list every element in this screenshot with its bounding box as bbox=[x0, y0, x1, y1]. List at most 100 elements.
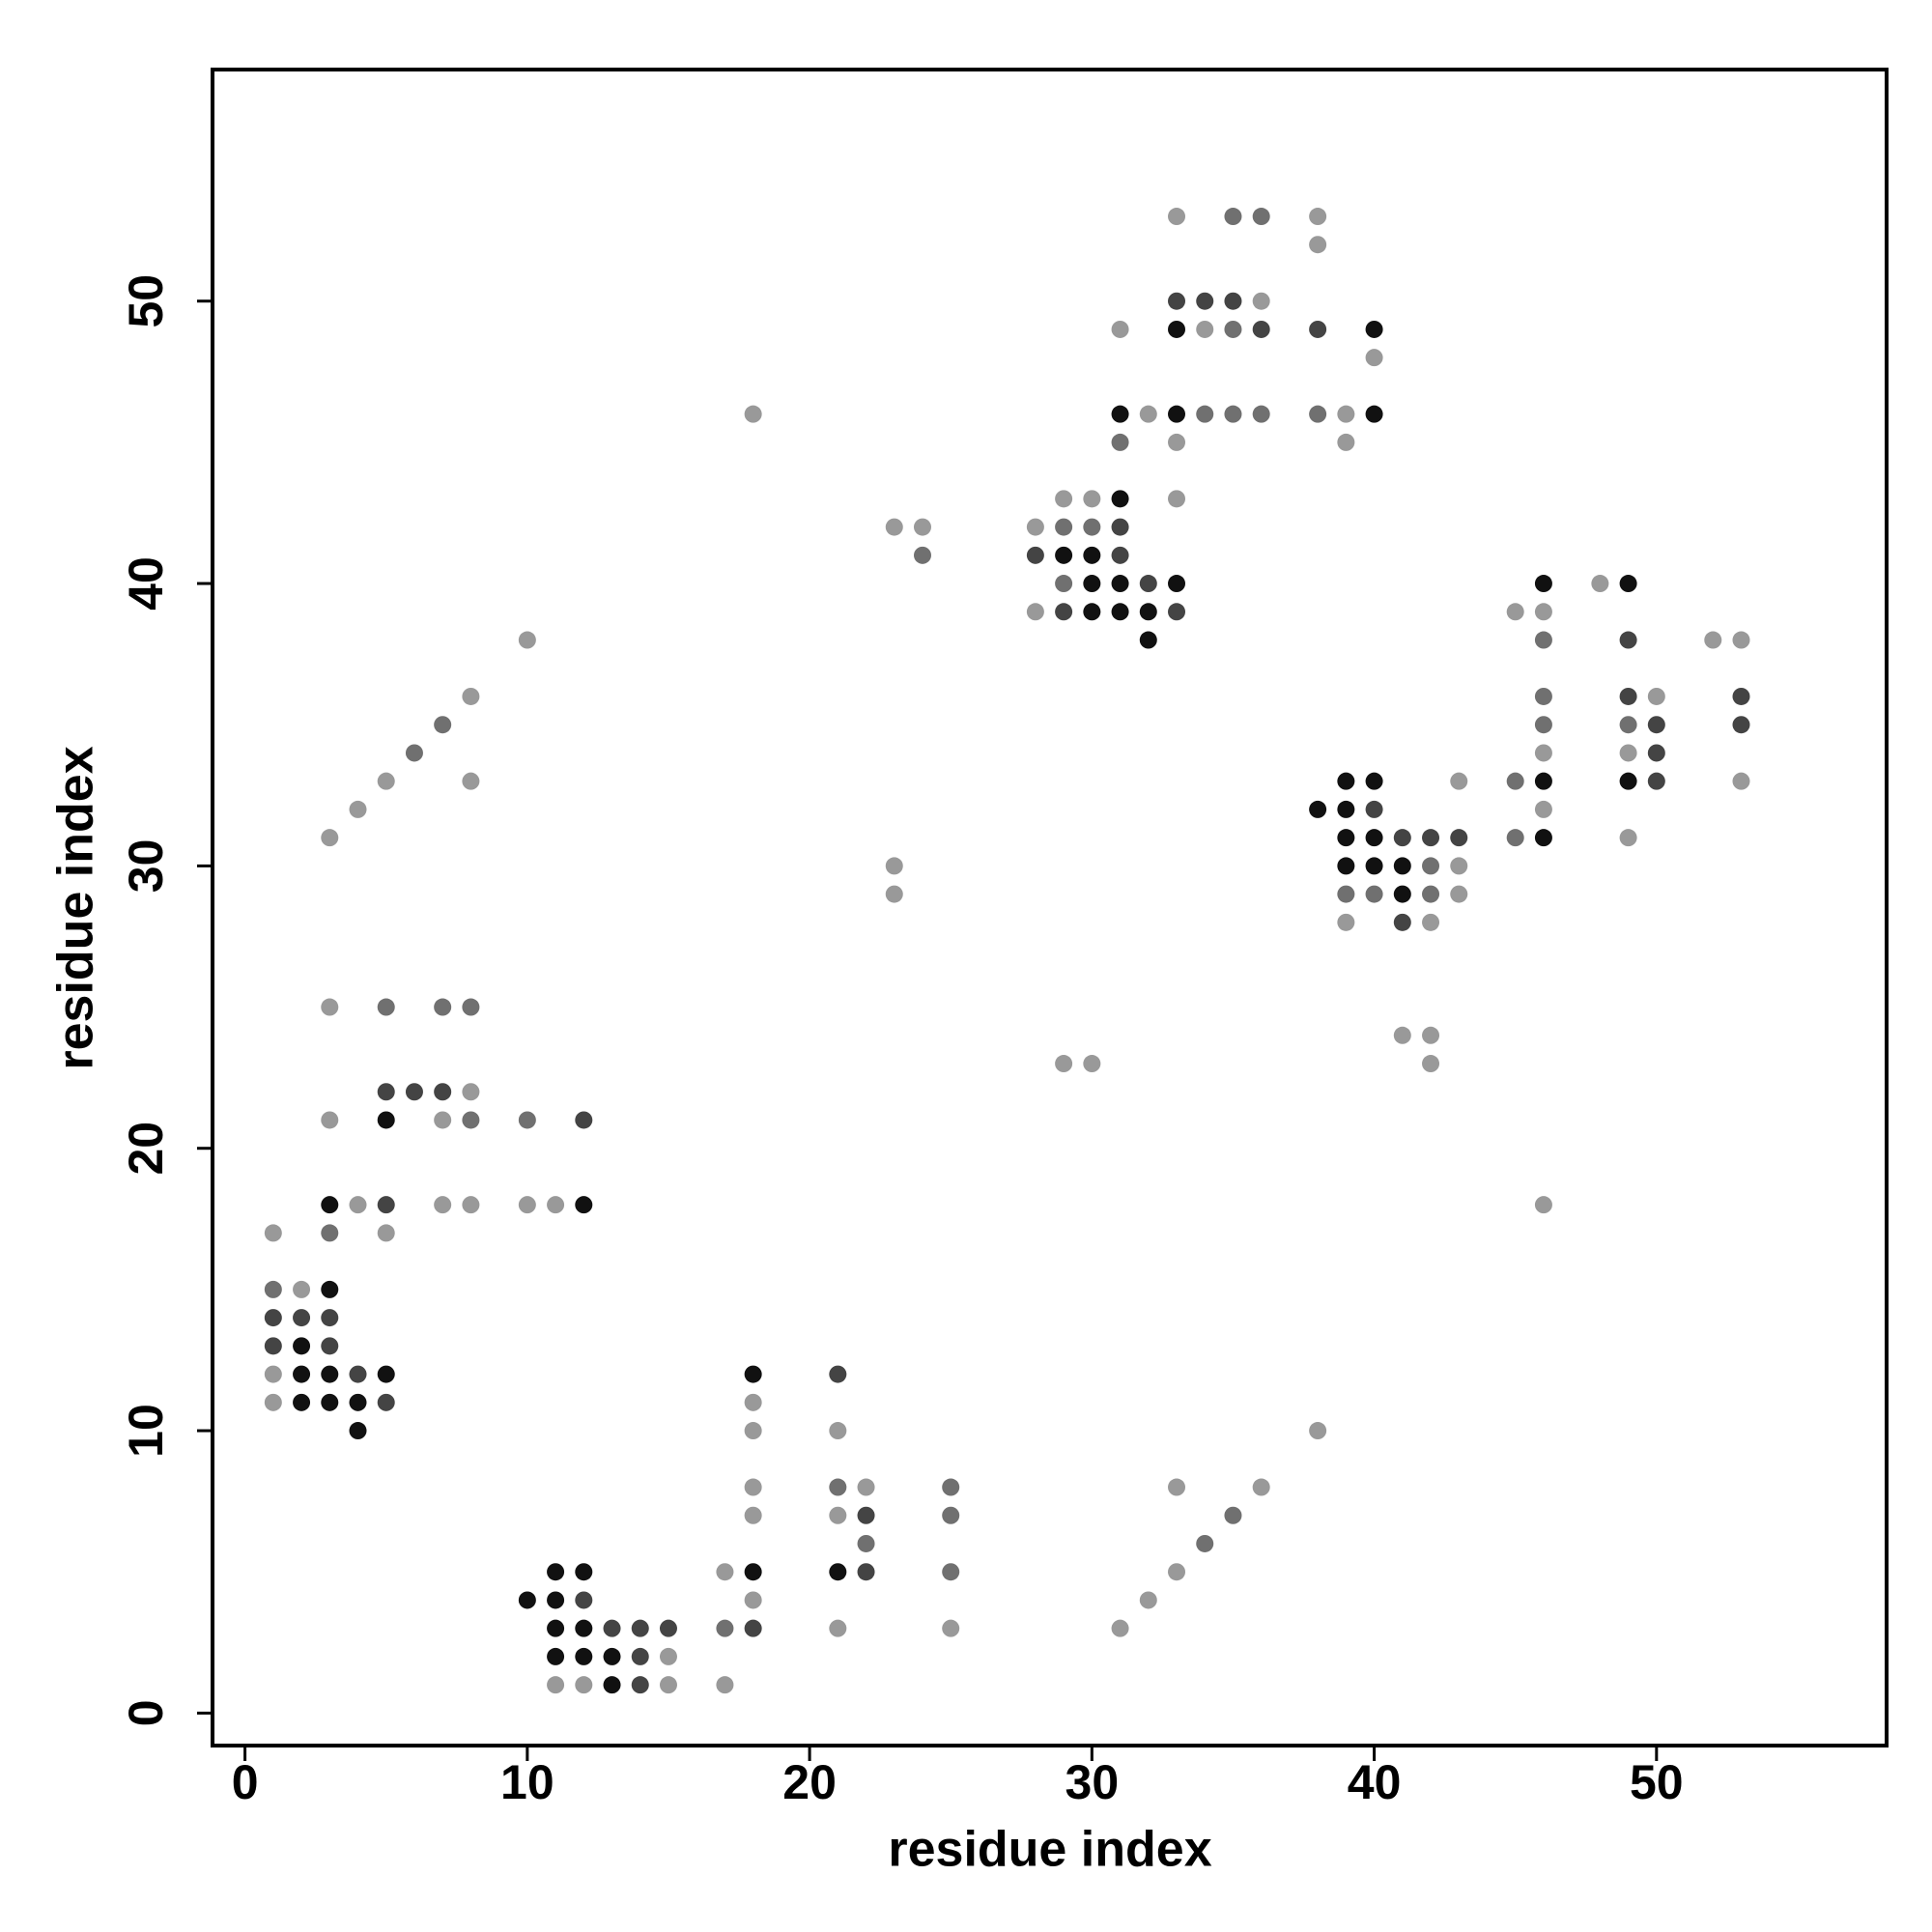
contact-point bbox=[264, 1337, 282, 1355]
contact-point bbox=[1196, 320, 1214, 338]
contact-point bbox=[1224, 208, 1242, 226]
contact-point bbox=[1365, 405, 1383, 423]
contact-point bbox=[575, 1619, 593, 1637]
contact-point bbox=[1168, 575, 1186, 593]
contact-point bbox=[518, 631, 536, 649]
contact-point bbox=[1534, 631, 1552, 649]
contact-point bbox=[377, 1224, 395, 1242]
contact-point bbox=[744, 1422, 762, 1440]
contact-point bbox=[1422, 1055, 1440, 1073]
contact-point bbox=[1168, 1478, 1186, 1496]
contact-point bbox=[1224, 320, 1242, 338]
contact-point bbox=[1450, 829, 1468, 847]
contact-point bbox=[1111, 575, 1129, 593]
contact-point bbox=[1337, 405, 1355, 423]
x-tick-label: 40 bbox=[1348, 1755, 1402, 1809]
contact-point bbox=[913, 546, 931, 564]
contact-point bbox=[1732, 716, 1750, 734]
contact-point bbox=[1168, 490, 1186, 508]
contact-point bbox=[321, 1365, 339, 1383]
contact-point bbox=[1168, 320, 1186, 338]
contact-point bbox=[1422, 829, 1440, 847]
y-tick-label: 40 bbox=[119, 556, 173, 611]
contact-point bbox=[1055, 575, 1073, 593]
contact-point bbox=[293, 1337, 311, 1355]
contact-point bbox=[321, 1280, 339, 1298]
contact-point bbox=[1026, 518, 1044, 536]
contact-point bbox=[631, 1647, 649, 1665]
contact-point bbox=[1139, 603, 1157, 621]
contact-point bbox=[547, 1647, 565, 1665]
contact-point bbox=[1252, 292, 1270, 310]
contact-point bbox=[377, 1196, 395, 1214]
contact-point bbox=[349, 800, 367, 818]
contact-point bbox=[1252, 405, 1270, 423]
contact-point bbox=[1534, 744, 1552, 762]
contact-point bbox=[659, 1647, 677, 1665]
contact-point bbox=[1139, 405, 1157, 423]
contact-point bbox=[518, 1591, 536, 1609]
contact-point bbox=[1534, 716, 1552, 734]
y-tick-label: 30 bbox=[119, 839, 173, 894]
contact-point bbox=[264, 1309, 282, 1327]
contact-point bbox=[885, 885, 903, 903]
contact-point bbox=[547, 1591, 565, 1609]
y-tick-label: 10 bbox=[119, 1404, 173, 1458]
contact-point bbox=[1224, 292, 1242, 310]
contact-point bbox=[349, 1365, 367, 1383]
contact-point bbox=[942, 1478, 960, 1496]
contact-point bbox=[1337, 772, 1355, 790]
contact-point bbox=[1026, 546, 1044, 564]
contact-point bbox=[405, 1083, 423, 1101]
contact-point bbox=[1083, 518, 1101, 536]
contact-point bbox=[575, 1676, 593, 1694]
contact-point bbox=[518, 1196, 536, 1214]
contact-point bbox=[1168, 1563, 1186, 1581]
contact-point bbox=[1252, 208, 1270, 226]
contact-point bbox=[1732, 631, 1750, 649]
contact-point bbox=[857, 1534, 875, 1552]
contact-point bbox=[829, 1365, 847, 1383]
contact-point bbox=[1337, 829, 1355, 847]
contact-point bbox=[1591, 575, 1609, 593]
contact-point bbox=[1111, 320, 1129, 338]
contact-point bbox=[1055, 546, 1073, 564]
contact-point bbox=[1506, 772, 1524, 790]
contact-point bbox=[1083, 575, 1101, 593]
contact-point bbox=[264, 1365, 282, 1383]
contact-point bbox=[434, 1111, 452, 1129]
contact-point bbox=[829, 1478, 847, 1496]
contact-point bbox=[1365, 829, 1383, 847]
contact-point bbox=[1732, 772, 1750, 790]
contact-point bbox=[1337, 857, 1355, 875]
contact-point bbox=[377, 772, 395, 790]
contact-point bbox=[1422, 913, 1440, 931]
contact-point bbox=[349, 1393, 367, 1411]
contact-point bbox=[1111, 546, 1129, 564]
contact-point bbox=[1534, 829, 1552, 847]
x-axis-title: residue index bbox=[888, 1822, 1211, 1878]
contact-point bbox=[377, 1393, 395, 1411]
contact-point bbox=[377, 1083, 395, 1101]
contact-point bbox=[575, 1563, 593, 1581]
contact-point bbox=[744, 405, 762, 423]
contact-point bbox=[264, 1280, 282, 1298]
contact-point bbox=[1393, 885, 1411, 903]
contact-point bbox=[1506, 603, 1524, 621]
contact-point bbox=[1534, 1196, 1552, 1214]
x-tick-label: 20 bbox=[782, 1755, 837, 1809]
contact-point bbox=[1619, 575, 1637, 593]
contact-point bbox=[1393, 913, 1411, 931]
contact-point bbox=[1619, 631, 1637, 649]
contact-point bbox=[659, 1676, 677, 1694]
contact-point bbox=[293, 1393, 311, 1411]
contact-point bbox=[942, 1506, 960, 1524]
contact-point bbox=[1422, 1026, 1440, 1044]
contact-point bbox=[321, 998, 339, 1016]
contact-point bbox=[321, 1337, 339, 1355]
x-tick-label: 10 bbox=[500, 1755, 554, 1809]
contact-point bbox=[942, 1619, 960, 1637]
contact-point bbox=[1365, 772, 1383, 790]
contact-point bbox=[1224, 405, 1242, 423]
contact-point bbox=[631, 1676, 649, 1694]
